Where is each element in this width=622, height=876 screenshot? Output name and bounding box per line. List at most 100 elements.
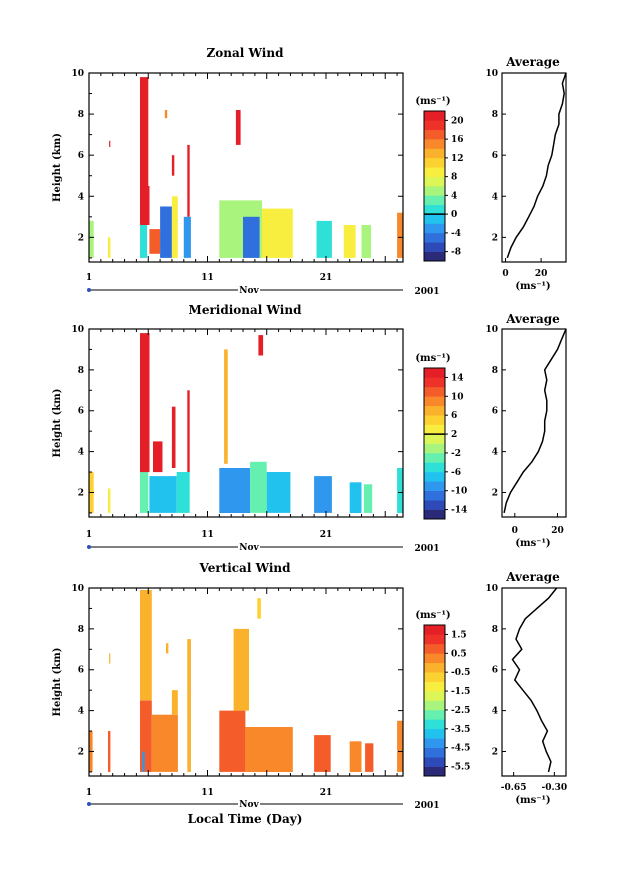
heatmap-cell <box>187 639 191 772</box>
average-frame <box>501 587 567 777</box>
y-tick-label: 6 <box>78 407 84 417</box>
colorbar-segment <box>424 139 445 149</box>
colorbar-segment <box>424 176 445 187</box>
heatmap-cell <box>171 406 176 468</box>
heatmap-cell <box>397 468 403 513</box>
heatmap-cell <box>363 484 373 513</box>
heatmap-cell <box>142 751 145 772</box>
colorbar-segment <box>424 490 445 501</box>
y-axis-label: Height (km) <box>52 648 63 717</box>
heatmap-cell <box>183 216 191 258</box>
heatmap-cell <box>257 598 261 619</box>
average-profile-line <box>503 328 567 514</box>
heatmap-cell <box>187 390 190 472</box>
colorbar-segment <box>424 377 445 388</box>
colorbar-segment <box>424 643 445 654</box>
colorbar-tick-label: 0.5 <box>451 649 467 659</box>
colorbar-tick-label: 1.5 <box>451 630 467 640</box>
average-y-tick-label: 2 <box>492 747 498 757</box>
y-tick-label: 6 <box>78 151 84 161</box>
month-label: Nov <box>239 286 259 296</box>
colorbar-segment <box>424 672 445 682</box>
colorbar-segment <box>424 634 445 645</box>
average-x-label: (ms⁻¹) <box>515 538 550 549</box>
x-tick-label: 11 <box>201 530 214 540</box>
average-y-tick-label: 6 <box>492 407 498 417</box>
colorbar-segment <box>424 766 445 777</box>
average-y-tick-label: 2 <box>492 488 498 498</box>
colorbar-segment <box>424 700 445 711</box>
average-x-tick-label: -0.65 <box>501 783 527 793</box>
colorbar-tick-label: -5.5 <box>451 763 470 773</box>
panel-vertical: Vertical Wind (ms⁻¹) Average <box>198 561 560 621</box>
colorbar-segment <box>424 434 445 444</box>
heatmap-cell <box>219 710 246 772</box>
colorbar-segment <box>424 386 445 397</box>
y-tick-label: 4 <box>78 192 84 202</box>
colorbar-segment <box>424 186 445 196</box>
date-axis-marker <box>87 288 91 292</box>
colorbar-segment <box>424 691 445 701</box>
heatmap-cell <box>224 349 228 464</box>
heatmap-cell <box>266 472 291 513</box>
plot-frame <box>88 328 404 518</box>
heatmap-cell <box>164 110 168 119</box>
average-y-tick-label: 6 <box>492 151 498 161</box>
colorbar-segment <box>424 625 445 635</box>
plot-frame <box>88 587 404 777</box>
average-y-tick-label: 4 <box>492 707 498 717</box>
colorbar-segment <box>424 481 445 491</box>
month-label-bg <box>238 799 260 809</box>
panel-title: Meridional Wind <box>189 303 303 317</box>
average-title: Average <box>505 570 560 584</box>
colorbar-segment <box>424 111 445 121</box>
colorbar-tick-label: -0.5 <box>451 668 470 678</box>
heatmap-cell <box>89 220 94 258</box>
colorbar-tick-label: 0 <box>451 210 457 220</box>
heatmap-cell <box>343 225 356 258</box>
heatmap-cell <box>140 590 152 701</box>
heatmap-cell <box>108 488 111 513</box>
date-axis-marker <box>87 802 91 806</box>
colorbar-segment <box>424 471 445 482</box>
x-tick-label: 11 <box>201 273 214 283</box>
average-y-tick-label: 10 <box>485 584 498 594</box>
year-label: 2001 <box>414 544 439 554</box>
average-y-tick-label: 4 <box>492 192 498 202</box>
average-title: Average <box>505 55 560 69</box>
heatmap-layer <box>89 333 403 513</box>
average-profile-line <box>506 72 567 259</box>
heatmap-cell <box>258 335 264 356</box>
heatmap-cell <box>171 690 178 715</box>
colorbar-segment <box>424 719 445 730</box>
colorbar-segment <box>424 157 445 168</box>
heatmap-cell <box>108 731 111 772</box>
heatmap-cell <box>140 700 152 772</box>
y-tick-label: 2 <box>78 233 84 243</box>
average-frame <box>501 72 567 263</box>
heatmap-cell <box>365 743 374 772</box>
colorbar-segment <box>424 251 445 262</box>
y-tick-label: 4 <box>78 707 84 717</box>
y-tick-label: 10 <box>71 584 84 594</box>
plot-frame <box>88 72 404 263</box>
y-tick-label: 10 <box>71 69 84 79</box>
heatmap-cell <box>349 482 362 513</box>
colorbar-tick-label: 12 <box>451 154 464 164</box>
y-tick-label: 8 <box>78 625 84 635</box>
heatmap-cell <box>149 229 161 254</box>
colorbar-tick-label: -1.5 <box>451 687 470 697</box>
y-tick-label: 10 <box>71 325 84 335</box>
heatmap-cell <box>140 472 149 513</box>
average-y-tick-label: 4 <box>492 448 498 458</box>
heatmap-cell <box>140 77 149 186</box>
colorbar-tick-label: 20 <box>451 116 464 126</box>
heatmap-cell <box>262 208 293 258</box>
colorbar-segment <box>424 452 445 463</box>
heatmap-cell <box>245 727 293 772</box>
heatmap-cell <box>349 741 362 772</box>
colorbar-segment <box>424 443 445 454</box>
heatmap-cell <box>160 206 172 258</box>
colorbar-tick-label: 8 <box>451 173 457 183</box>
panel-title: Vertical Wind <box>198 561 291 575</box>
